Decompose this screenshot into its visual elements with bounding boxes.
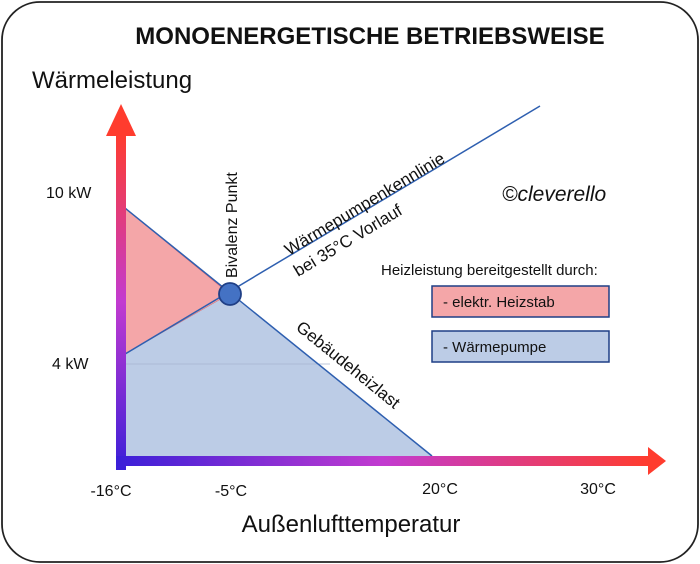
legend: Heizleistung bereitgestellt durch: - ele… — [381, 262, 610, 363]
legend-title: Heizleistung bereitgestellt durch: — [381, 262, 598, 279]
y-tick-4kw: 4 kW — [52, 356, 89, 373]
x-tick-30: 30°C — [580, 481, 616, 498]
x-axis-bar — [116, 456, 650, 466]
legend-swatch-heizstab — [431, 285, 610, 318]
y-tick-10kw: 10 kW — [46, 185, 92, 202]
x-axis-label: Außenlufttemperatur — [242, 511, 461, 538]
x-tick-minus16: -16°C — [90, 483, 131, 500]
heat-pump-curve-line — [119, 105, 541, 358]
bivalence-point-label: Bivalenz Punkt — [224, 172, 241, 278]
building-load-line — [119, 203, 433, 457]
x-tick-minus5: -5°C — [215, 483, 247, 500]
watermark-cleverello: ©cleverello — [502, 183, 607, 206]
legend-swatch-waermepumpe — [431, 330, 610, 363]
legend-label-heizstab: - elektr. Heizstab — [443, 294, 555, 311]
legend-label-waermepumpe: - Wärmepumpe — [443, 339, 546, 356]
y-axis-bar — [116, 134, 126, 470]
bivalence-point — [218, 282, 242, 306]
x-axis-arrowhead — [648, 447, 666, 475]
y-axis-arrowhead — [106, 104, 136, 136]
diagram-title: MONOENERGETISCHE BETRIEBSWEISE — [135, 23, 604, 50]
y-axis-label: Wärmeleistung — [32, 67, 192, 94]
x-tick-20: 20°C — [422, 481, 458, 498]
region-waermepumpe — [120, 294, 432, 456]
